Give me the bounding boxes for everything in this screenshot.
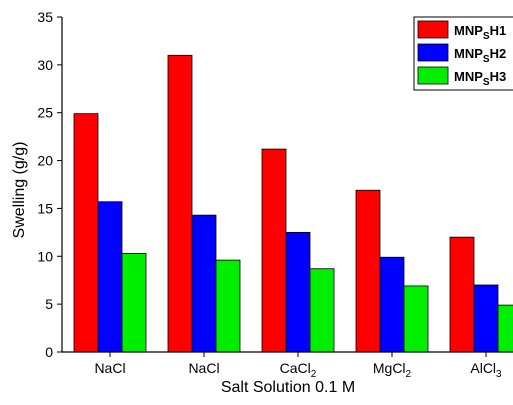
bar bbox=[167, 54, 193, 353]
bar bbox=[191, 214, 217, 353]
legend-swatch bbox=[417, 20, 449, 39]
bar bbox=[285, 231, 311, 353]
bar bbox=[309, 268, 335, 353]
bar bbox=[497, 304, 513, 353]
y-ticks-group: 0 5 10 15 20 25 30 35 bbox=[37, 9, 62, 360]
x-tick-label: NaCl bbox=[188, 360, 219, 376]
y-tick-label: 25 bbox=[37, 105, 53, 121]
x-tick-label: CaCl2 bbox=[280, 360, 317, 380]
legend: MNPSH1 MNPSH2 MNPSH3 bbox=[413, 16, 513, 91]
y-tick-label: 20 bbox=[37, 153, 53, 169]
legend-label: MNPSH2 bbox=[454, 46, 506, 65]
bar bbox=[379, 256, 405, 353]
x-tick-label: AlCl3 bbox=[470, 360, 502, 380]
y-tick-label: 10 bbox=[37, 248, 53, 264]
bar bbox=[215, 259, 241, 353]
y-tick-label: 35 bbox=[37, 9, 53, 25]
y-tick-label: 30 bbox=[37, 57, 53, 73]
bar bbox=[261, 148, 287, 353]
y-axis-title: Swelling (g/g) bbox=[11, 142, 28, 239]
bar bbox=[355, 189, 381, 353]
bar bbox=[449, 236, 475, 353]
y-tick-label: 0 bbox=[45, 344, 53, 360]
x-tick-label: MgCl2 bbox=[373, 360, 412, 380]
legend-swatch bbox=[417, 66, 449, 85]
x-axis-title: Salt Solution 0.1 M bbox=[221, 379, 355, 396]
bar bbox=[73, 113, 99, 353]
legend-label: MNPSH1 bbox=[454, 23, 506, 42]
x-tick-label: NaCl bbox=[94, 360, 125, 376]
bar bbox=[403, 285, 429, 353]
legend-label: MNPSH3 bbox=[454, 69, 506, 88]
legend-swatch bbox=[417, 43, 449, 62]
x-ticks-group: NaCl NaCl CaCl2 MgCl2 AlCl3 bbox=[94, 352, 502, 380]
y-tick-label: 5 bbox=[45, 296, 53, 312]
bar bbox=[473, 284, 499, 353]
bar bbox=[121, 253, 147, 353]
bar bbox=[97, 201, 123, 353]
bars-group bbox=[73, 54, 513, 353]
y-tick-label: 15 bbox=[37, 200, 53, 216]
